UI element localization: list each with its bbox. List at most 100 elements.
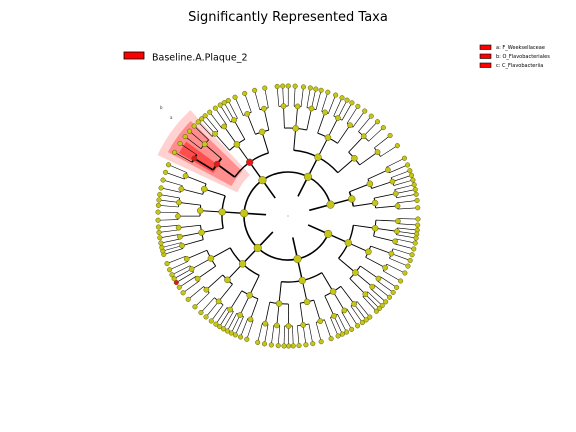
genus-node (155, 209, 161, 215)
genus-node (220, 326, 227, 332)
genus-node (195, 119, 201, 125)
genus-edge (171, 265, 191, 276)
genus-edge (158, 225, 179, 228)
family-node (175, 199, 182, 206)
order-edge (227, 263, 243, 281)
family-edge (181, 239, 204, 246)
genus-edge (264, 88, 269, 108)
genus-edge (193, 125, 209, 141)
genus-edge (311, 88, 317, 109)
genus-edge (244, 93, 252, 113)
genus-node (180, 290, 186, 296)
genus-node (221, 100, 227, 106)
phylum-node (253, 243, 262, 252)
order-node (365, 248, 372, 256)
genus-edge (392, 248, 413, 256)
order-edge (337, 157, 355, 174)
genus-edge (383, 270, 401, 282)
genus-node (172, 149, 178, 155)
genus-node (413, 191, 419, 197)
order-node (196, 207, 204, 214)
genus-edge (353, 303, 367, 321)
order-edge (293, 128, 297, 151)
order-edge (317, 137, 329, 158)
genus-edge (308, 323, 314, 344)
genus-edge (379, 276, 397, 288)
genus-node (192, 304, 198, 310)
family-edge (367, 169, 389, 180)
family-edge (375, 219, 398, 222)
genus-node (303, 342, 309, 348)
genus-edge (277, 325, 281, 346)
genus-node (394, 143, 400, 149)
genus-node (159, 244, 165, 251)
family-node (244, 110, 251, 117)
genus-edge (182, 280, 200, 294)
order-edge (200, 210, 223, 213)
family-edge (178, 202, 201, 206)
genus-edge (209, 112, 222, 129)
family-edge (337, 124, 351, 144)
genus-edge (228, 100, 238, 119)
genus-edge (161, 242, 182, 248)
genus-edge (189, 130, 205, 145)
order-node (213, 160, 221, 168)
family-edge (299, 303, 304, 326)
genus-node (412, 240, 418, 246)
genus-edge (315, 90, 322, 110)
genus-node (415, 222, 421, 228)
genus-node (344, 97, 350, 103)
genus-node (217, 324, 223, 330)
genus-edge (321, 92, 329, 112)
family-node (177, 233, 183, 240)
genus-edge (363, 121, 378, 137)
class-node (218, 208, 226, 216)
order-node (366, 180, 374, 187)
family-edge (348, 135, 365, 153)
phylum-node (303, 172, 313, 181)
genus-edge (392, 175, 412, 182)
genus-edge (234, 97, 244, 116)
genus-node (328, 336, 334, 342)
genus-node (155, 217, 161, 223)
genus-node (228, 330, 234, 336)
family-node (300, 322, 307, 328)
phylum-node (293, 254, 302, 264)
genus-node (182, 133, 188, 140)
family-edge (223, 126, 238, 145)
genus-edge (341, 102, 353, 121)
genus-edge (390, 170, 410, 178)
genus-node (407, 168, 413, 174)
genus-edge (386, 157, 405, 168)
genus-edge (292, 325, 294, 346)
genus-node (386, 294, 393, 300)
family-node (203, 286, 210, 293)
class-node (314, 153, 322, 161)
genus-node (290, 343, 296, 349)
genus-node (157, 192, 163, 198)
genus-node (171, 276, 177, 282)
genus-edge (337, 100, 348, 119)
genus-edge (283, 325, 285, 346)
genus-edge (367, 291, 383, 306)
family-edge (371, 181, 393, 189)
genus-node (280, 83, 286, 89)
phylum-node (258, 176, 267, 185)
genus-edge (333, 97, 343, 117)
genus-edge (297, 325, 300, 346)
genus-edge (356, 301, 371, 318)
class-node (246, 158, 254, 166)
genus-node (387, 132, 393, 139)
genus-node (407, 257, 413, 264)
genus-edge (174, 152, 193, 163)
family-edge (355, 272, 373, 288)
genus-node (165, 162, 172, 168)
order-node (371, 199, 379, 207)
genus-edge (194, 292, 210, 307)
order-edge (349, 183, 371, 193)
genus-edge (163, 248, 184, 255)
genus-node (156, 229, 162, 235)
genus-edge (159, 229, 179, 233)
family-edge (375, 227, 397, 232)
clade-legend-label-b: b: O_Flavobacteriales (496, 54, 550, 60)
